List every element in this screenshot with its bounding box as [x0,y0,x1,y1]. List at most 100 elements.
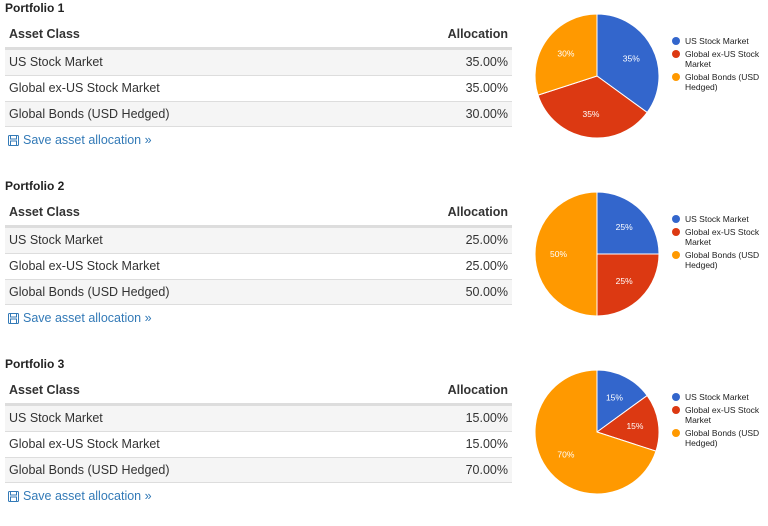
table-header-row: Asset Class Allocation [5,22,512,49]
legend-item-bonds: Global Bonds (USD Hedged) [672,428,768,449]
chart-legend: US Stock Market Global ex-US Stock Marke… [672,214,768,273]
pie-slice-us [596,191,660,255]
table-row: Global ex-US Stock Market 15.00% [5,431,512,457]
allocation-table: Asset Class Allocation US Stock Market 2… [5,200,512,305]
asset-name: Global ex-US Stock Market [9,437,160,451]
header-asset-class: Asset Class [9,205,80,219]
legend-swatch-bonds [672,250,680,259]
pie-slice-bonds [534,13,598,96]
portfolio-2: Portfolio 2 Asset Class Allocation US St… [0,178,768,348]
legend-item-bonds: Global Bonds (USD Hedged) [672,250,768,271]
table-header-row: Asset Class Allocation [5,200,512,227]
portfolio-1: Portfolio 1 Asset Class Allocation US St… [0,0,768,170]
pie-chart-svg: 35% 35% 30% [534,13,660,139]
asset-allocation: 35.00% [465,55,508,69]
asset-allocation: 70.00% [465,463,508,477]
legend-item-global: Global ex-US Stock Market [672,49,768,70]
legend-label: Global ex-US Stock Market [685,48,760,70]
legend-label: US Stock Market [685,392,749,402]
legend-swatch-global [672,49,680,58]
allocation-pie-chart: 25% 25% 50% US Stock Market Global ex-US S… [532,188,768,320]
legend-swatch-global [672,405,680,414]
legend-swatch-us [672,393,680,401]
pie-slice-us [596,369,648,433]
legend-label: US Stock Market [685,36,749,46]
legend-swatch-global [672,227,680,236]
pie-chart-svg: 25% 25% 50% [534,191,660,317]
asset-allocation: 50.00% [465,285,508,299]
header-allocation: Allocation [447,27,508,41]
pie-label-bonds: 70% [557,450,574,460]
floppy-disk-icon [8,134,19,146]
asset-allocation: 35.00% [465,81,508,95]
asset-allocation: 25.00% [465,259,508,273]
legend-label: Global Bonds (USD Hedged) [685,249,760,271]
legend-label: US Stock Market [685,214,749,224]
floppy-disk-icon [8,312,19,324]
asset-allocation: 25.00% [465,233,508,247]
save-allocation-link[interactable]: Save asset allocation » [8,133,152,147]
pie-slice-global [537,75,648,139]
asset-name: Global Bonds (USD Hedged) [9,285,170,299]
pie-label-global: 25% [616,276,633,286]
chart-legend: US Stock Market Global ex-US Stock Marke… [672,36,768,95]
legend-label: Global ex-US Stock Market [685,226,760,248]
portfolio-title: Portfolio 1 [5,1,65,15]
pie-label-bonds: 30% [557,48,574,58]
save-allocation-link[interactable]: Save asset allocation » [8,489,152,503]
pie-slice-bonds [534,369,657,495]
allocation-pie-chart: 15% 15% 70% US Stock Market Global ex-US S… [532,366,768,498]
legend-item-us: US Stock Market [672,214,768,225]
portfolio-title: Portfolio 2 [5,179,65,193]
legend-item-bonds: Global Bonds (USD Hedged) [672,72,768,93]
pie-label-us: 35% [623,54,640,64]
legend-item-us: US Stock Market [672,36,768,47]
portfolio-3: Portfolio 3 Asset Class Allocation US St… [0,356,768,526]
floppy-disk-icon [8,490,19,502]
legend-item-global: Global ex-US Stock Market [672,227,768,248]
save-allocation-label: Save asset allocation » [23,311,152,325]
allocation-table: Asset Class Allocation US Stock Market 1… [5,378,512,483]
pie-slice-global [595,394,660,452]
table-header-row: Asset Class Allocation [5,378,512,405]
asset-name: US Stock Market [9,411,103,425]
legend-item-global: Global ex-US Stock Market [672,405,768,426]
chart-legend: US Stock Market Global ex-US Stock Marke… [672,392,768,451]
portfolio-title: Portfolio 3 [5,357,65,371]
save-allocation-link[interactable]: Save asset allocation » [8,311,152,325]
pie-slice-us [596,13,660,114]
legend-label: Global Bonds (USD Hedged) [685,71,760,93]
pie-label-global: 15% [626,421,643,431]
asset-name: US Stock Market [9,55,103,69]
legend-swatch-bonds [672,72,680,81]
asset-name: Global ex-US Stock Market [9,259,160,273]
pie-label-bonds: 50% [550,249,567,259]
asset-name: US Stock Market [9,233,103,247]
legend-label: Global ex-US Stock Market [685,404,760,426]
pie-slice-bonds [534,191,598,317]
table-row: Global Bonds (USD Hedged) 30.00% [5,101,512,127]
legend-swatch-bonds [672,428,680,437]
asset-name: Global ex-US Stock Market [9,81,160,95]
pie-label-us: 15% [606,393,623,403]
table-row: US Stock Market 25.00% [5,227,512,253]
allocation-pie-chart: 35% 35% 30% US Stock Market Global ex-US S… [532,10,768,142]
legend-label: Global Bonds (USD Hedged) [685,427,760,449]
legend-item-us: US Stock Market [672,392,768,403]
pie-label-global: 35% [582,109,599,119]
asset-allocation: 15.00% [465,437,508,451]
table-row: Global Bonds (USD Hedged) 50.00% [5,279,512,305]
pie-chart-svg: 15% 15% 70% [534,369,660,495]
table-row: Global ex-US Stock Market 35.00% [5,75,512,101]
asset-allocation: 15.00% [465,411,508,425]
asset-allocation: 30.00% [465,107,508,121]
save-allocation-label: Save asset allocation » [23,489,152,503]
header-asset-class: Asset Class [9,383,80,397]
table-row: Global Bonds (USD Hedged) 70.00% [5,457,512,483]
table-row: US Stock Market 35.00% [5,49,512,75]
header-allocation: Allocation [447,205,508,219]
allocation-table: Asset Class Allocation US Stock Market 3… [5,22,512,127]
pie-slice-global [596,253,660,317]
asset-name: Global Bonds (USD Hedged) [9,107,170,121]
legend-swatch-us [672,215,680,223]
